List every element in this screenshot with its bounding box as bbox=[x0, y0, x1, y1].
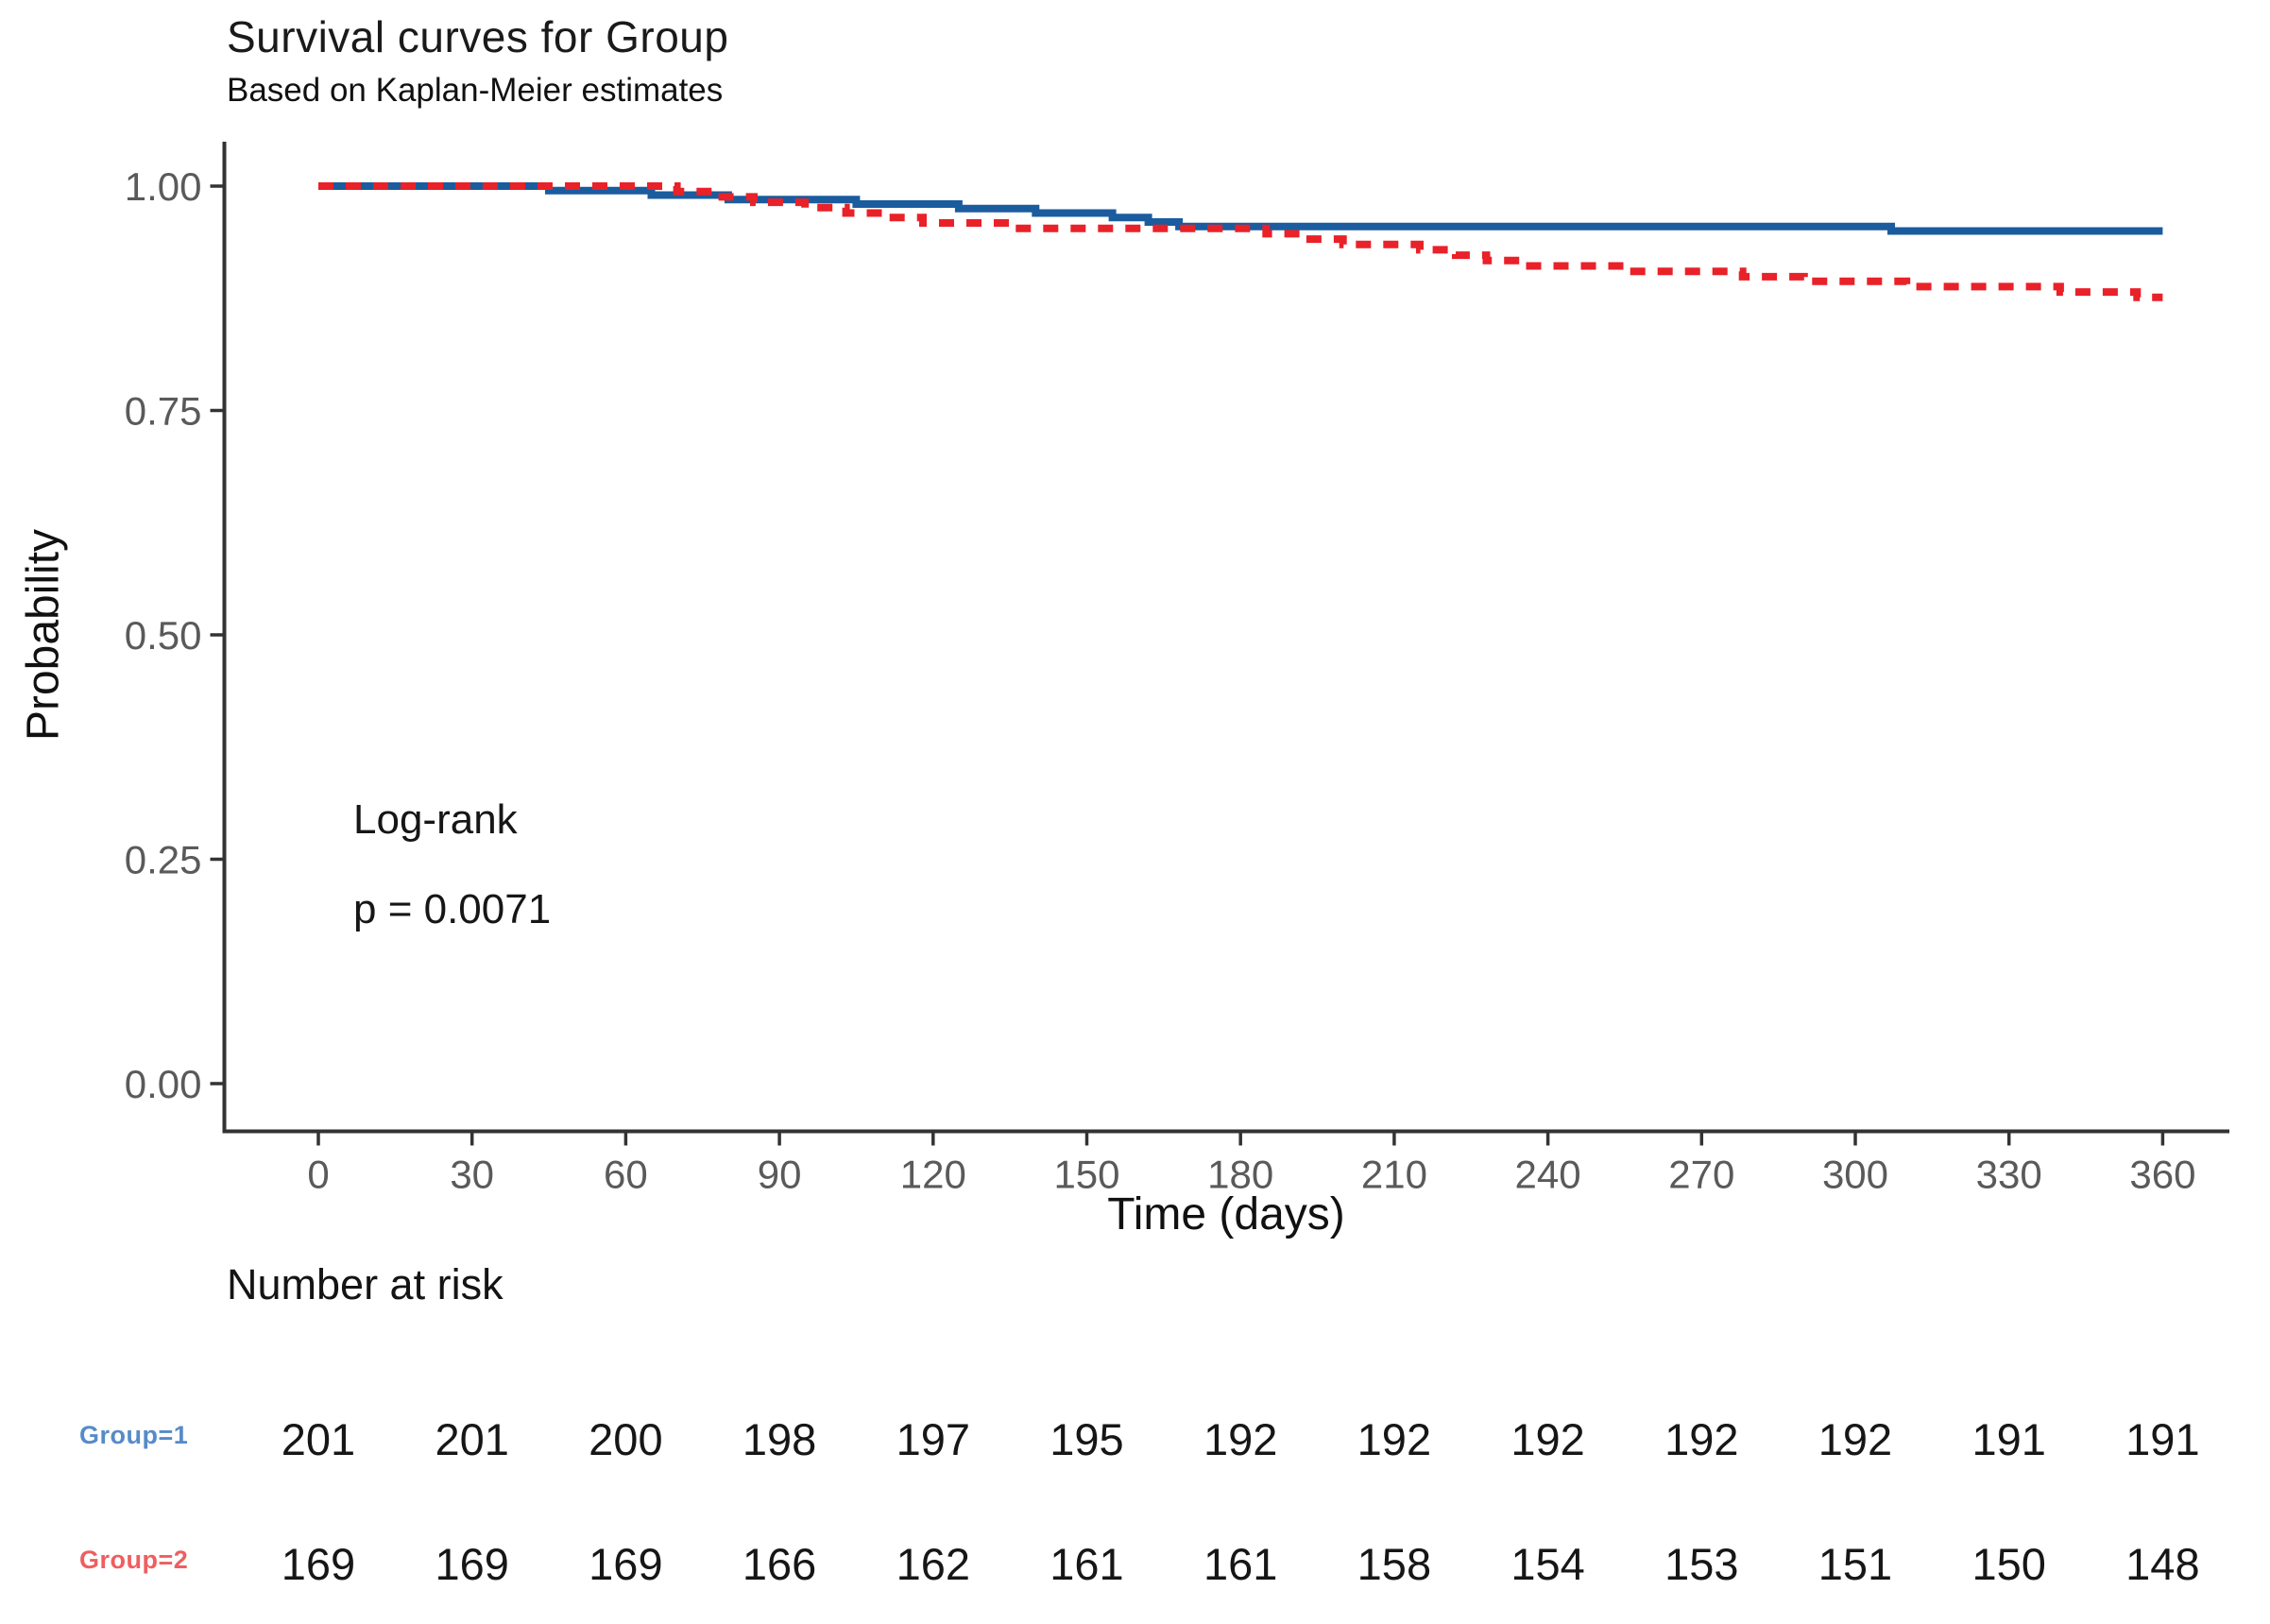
chart-subtitle: Based on Kaplan-Meier estimates bbox=[227, 72, 724, 109]
risk-count: 192 bbox=[1203, 1414, 1278, 1464]
risk-count: 166 bbox=[742, 1539, 817, 1589]
x-tick-label: 120 bbox=[900, 1153, 966, 1197]
risk-count: 148 bbox=[2125, 1539, 2200, 1589]
x-tick-label: 240 bbox=[1515, 1153, 1581, 1197]
risk-count: 191 bbox=[1971, 1414, 2046, 1464]
pvalue-annotation: p = 0.0071 bbox=[353, 886, 552, 932]
x-tick-label: 180 bbox=[1207, 1153, 1273, 1197]
risk-row-label-group2: Group=2 bbox=[79, 1546, 189, 1574]
risk-table-title: Number at risk bbox=[227, 1260, 503, 1308]
risk-count: 151 bbox=[1818, 1539, 1893, 1589]
risk-count: 192 bbox=[1357, 1414, 1432, 1464]
survival-curve-group-1 bbox=[318, 182, 2163, 235]
logrank-annotation: Log-rank bbox=[353, 796, 518, 843]
y-tick-label: 0.00 bbox=[125, 1062, 202, 1106]
x-axis-title: Time (days) bbox=[1107, 1189, 1345, 1239]
risk-count: 192 bbox=[1818, 1414, 1893, 1464]
x-tick-label: 60 bbox=[604, 1153, 648, 1197]
y-tick-label: 1.00 bbox=[125, 164, 202, 209]
x-tick-label: 270 bbox=[1668, 1153, 1734, 1197]
x-tick-label: 210 bbox=[1361, 1153, 1427, 1197]
curve-layer bbox=[318, 182, 2163, 301]
risk-count: 161 bbox=[1203, 1539, 1278, 1589]
survival-curve-group-2 bbox=[318, 182, 2163, 301]
x-tick-label: 360 bbox=[2129, 1153, 2195, 1197]
risk-count: 162 bbox=[896, 1539, 970, 1589]
risk-count: 192 bbox=[1510, 1414, 1585, 1464]
risk-count: 150 bbox=[1971, 1539, 2046, 1589]
x-tick-label: 150 bbox=[1053, 1153, 1119, 1197]
y-tick-label: 0.25 bbox=[125, 838, 202, 882]
risk-count: 197 bbox=[896, 1414, 970, 1464]
risk-row-label-group1: Group=1 bbox=[79, 1421, 189, 1449]
risk-count: 200 bbox=[589, 1414, 663, 1464]
risk-count: 169 bbox=[589, 1539, 663, 1589]
x-tick-label: 330 bbox=[1976, 1153, 2042, 1197]
x-tick-label: 300 bbox=[1822, 1153, 1888, 1197]
risk-count: 158 bbox=[1357, 1539, 1432, 1589]
risk-count: 198 bbox=[742, 1414, 817, 1464]
chart-title: Survival curves for Group bbox=[227, 12, 729, 61]
y-axis-title: Probability bbox=[18, 528, 69, 742]
risk-count: 169 bbox=[435, 1539, 509, 1589]
y-tick-label: 0.50 bbox=[125, 613, 202, 658]
risk-count: 154 bbox=[1510, 1539, 1585, 1589]
risk-count: 191 bbox=[2125, 1414, 2200, 1464]
risk-count: 192 bbox=[1664, 1414, 1739, 1464]
risk-count: 169 bbox=[281, 1539, 356, 1589]
risk-count: 153 bbox=[1664, 1539, 1739, 1589]
risk-count: 201 bbox=[435, 1414, 509, 1464]
tick-layer: 1.00 0.75 0.50 0.25 0.00 0 30 60 90 120 150 180 210 2… bbox=[125, 164, 2196, 1197]
x-tick-label: 0 bbox=[307, 1153, 329, 1197]
y-tick-label: 0.75 bbox=[125, 389, 202, 434]
risk-count: 201 bbox=[281, 1414, 356, 1464]
x-tick-label: 30 bbox=[450, 1153, 494, 1197]
risk-count: 195 bbox=[1050, 1414, 1124, 1464]
risk-count: 161 bbox=[1050, 1539, 1124, 1589]
x-tick-label: 90 bbox=[758, 1153, 802, 1197]
axes-layer bbox=[222, 142, 2229, 1134]
